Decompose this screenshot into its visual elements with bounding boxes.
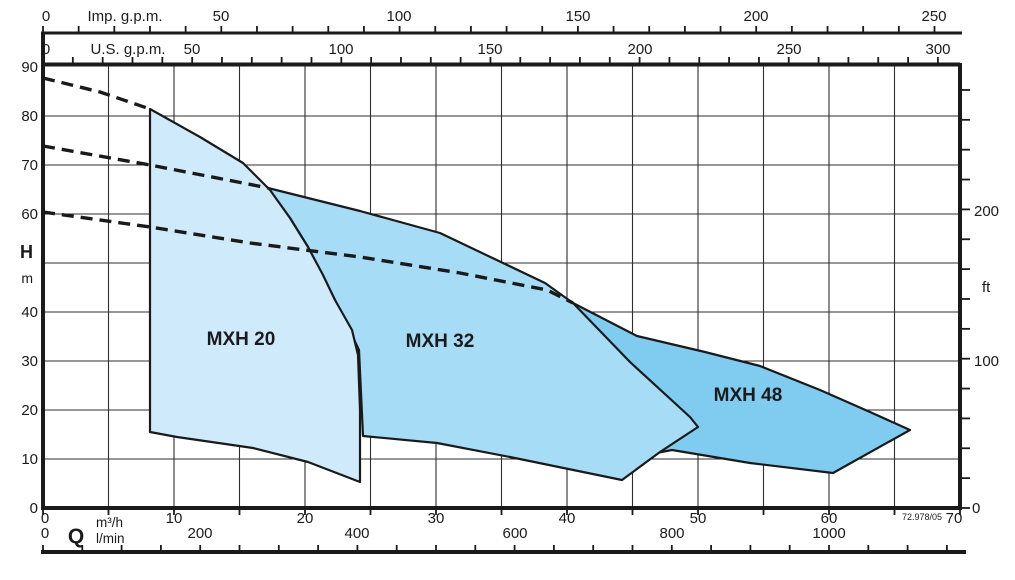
h-tick-label: 80 (21, 108, 38, 125)
us-tick-label: 300 (925, 41, 950, 58)
curve-mxh-32-max-head (42, 144, 269, 190)
h-tick-label: 10 (21, 451, 38, 468)
h-tick-label: 0 (30, 500, 38, 517)
m3h-tick-label: 20 (297, 510, 314, 527)
ft-unit-label: ft (982, 279, 991, 296)
h-tick-label: 20 (21, 402, 38, 419)
h-unit-label: m (21, 270, 33, 286)
h-tick-label: 60 (21, 206, 38, 223)
h-tick-label: 90 (21, 59, 38, 76)
m3h-tick-label: 10 (166, 510, 183, 527)
m3h-tick-label: 30 (428, 510, 445, 527)
imp-tick-label: 100 (386, 8, 411, 25)
m3h-tick-label: 50 (690, 510, 707, 527)
m3h-tick-label: 60 (821, 510, 838, 527)
region-label-mxh-32: MXH 32 (406, 331, 475, 352)
us-tick-label: 150 (477, 41, 502, 58)
ft-tick-label: 200 (974, 203, 999, 220)
lmin-tick-label: 400 (344, 525, 369, 542)
h-tick-label: 40 (21, 304, 38, 321)
us-tick-label: 0 (42, 41, 50, 58)
imp-tick-label: 250 (921, 8, 946, 25)
region-label-mxh-20: MXH 20 (207, 329, 276, 350)
us-tick-label: 200 (627, 41, 652, 58)
imp-gpm-axis-title: Imp. g.p.m. (87, 8, 162, 25)
lmin-tick-label: 200 (187, 525, 212, 542)
ft-tick-label: 100 (974, 353, 999, 370)
m3h-tick-label: 70 (946, 510, 963, 527)
curve-mxh-20-max-head (42, 76, 151, 111)
h-tick-label: 30 (21, 353, 38, 370)
m3h-unit-label: m³/h (96, 515, 123, 530)
lmin-unit-label: l/min (96, 531, 125, 546)
region-label-mxh-48: MXH 48 (714, 385, 783, 406)
h-axis-label: H (20, 242, 33, 262)
imp-tick-label: 200 (743, 8, 768, 25)
doc-code: 72.978/05 (902, 512, 942, 522)
us-tick-label: 50 (184, 41, 201, 58)
imp-tick-label: 0 (42, 8, 50, 25)
q-axis-label: Q (68, 525, 84, 548)
lmin-tick-label: 800 (659, 525, 684, 542)
ft-tick-label: 0 (972, 500, 980, 517)
us-gpm-axis-title: U.S. g.p.m. (90, 41, 165, 58)
lmin-tick-label: 600 (502, 525, 527, 542)
lmin-tick-label: 0 (41, 525, 49, 542)
h-tick-label: 70 (21, 157, 38, 174)
m3h-tick-label: 40 (559, 510, 576, 527)
us-tick-label: 100 (328, 41, 353, 58)
imp-tick-label: 50 (213, 8, 230, 25)
region-mxh-20 (148, 107, 362, 484)
us-tick-label: 250 (776, 41, 801, 58)
imp-tick-label: 150 (565, 8, 590, 25)
m3h-tick-label: 0 (41, 510, 49, 527)
lmin-tick-label: 1000 (812, 525, 845, 542)
